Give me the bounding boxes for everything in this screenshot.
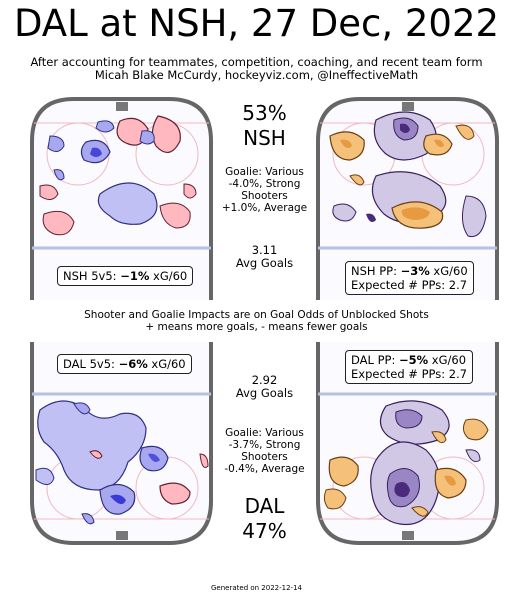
nsh-goalie-line-1: Goalie: Various <box>225 166 304 178</box>
goal-net <box>402 102 414 111</box>
impact-note-line-2: + means more goals, - means fewer goals <box>145 321 368 333</box>
nsh-pp-legend: NSH PP: −3% xG/60 Expected # PPs: 2.7 <box>345 261 474 295</box>
dal-goalie-line-1: Goalie: Various <box>225 427 304 439</box>
rink-nsh-pp <box>316 97 499 300</box>
goal-net <box>116 531 128 540</box>
nsh-team-label: NSH <box>243 126 286 150</box>
page-title: DAL at NSH, 27 Dec, 2022 <box>13 2 500 45</box>
rink-nsh-5v5 <box>30 97 213 300</box>
subtitle-line-1: After accounting for teammates, competit… <box>30 55 483 69</box>
subtitle-line-2: Micah Blake McCurdy, hockeyviz.com, @Ine… <box>94 68 419 82</box>
nsh-avg-goals-label: Avg Goals <box>235 256 294 270</box>
threat-map-contours <box>329 111 487 238</box>
generated-footer: Generated on 2022-12-14 <box>211 584 302 592</box>
nsh-avg-goals-value: 3.11 <box>251 243 278 257</box>
nsh-shooters-line-1: Shooters <box>241 190 288 202</box>
threat-map-contours <box>39 115 197 236</box>
goal-net <box>402 531 414 540</box>
rink-dal-pp <box>316 342 499 545</box>
threat-map-contours <box>323 400 489 526</box>
dal-pp-legend: DAL PP: −5% xG/60 Expected # PPs: 2.7 <box>345 350 474 384</box>
dal-ev-legend: DAL 5v5: −6% xG/60 <box>57 354 192 374</box>
dal-avg-goals-value: 2.92 <box>251 373 278 387</box>
nsh-ev-legend: NSH 5v5: −1% xG/60 <box>57 266 194 286</box>
rink-dal-5v5 <box>30 342 213 545</box>
dal-shooters-line-2: -0.4%, Average <box>224 463 305 475</box>
threat-map-contours <box>35 400 209 525</box>
dal-team-label: DAL <box>244 494 285 518</box>
nsh-shooters-line-2: +1.0%, Average <box>221 202 308 214</box>
nsh-win-pct: 53% <box>242 101 287 125</box>
dal-goalie-line-2: -3.7%, Strong <box>228 439 301 451</box>
dal-win-pct: 47% <box>242 519 287 543</box>
nsh-goalie-line-2: -4.0%, Strong <box>228 178 301 190</box>
dal-avg-goals-label: Avg Goals <box>235 386 294 400</box>
dal-shooters-line-1: Shooters <box>241 451 288 463</box>
goal-net <box>116 102 128 111</box>
impact-note-line-1: Shooter and Goalie Impacts are on Goal O… <box>84 309 429 321</box>
